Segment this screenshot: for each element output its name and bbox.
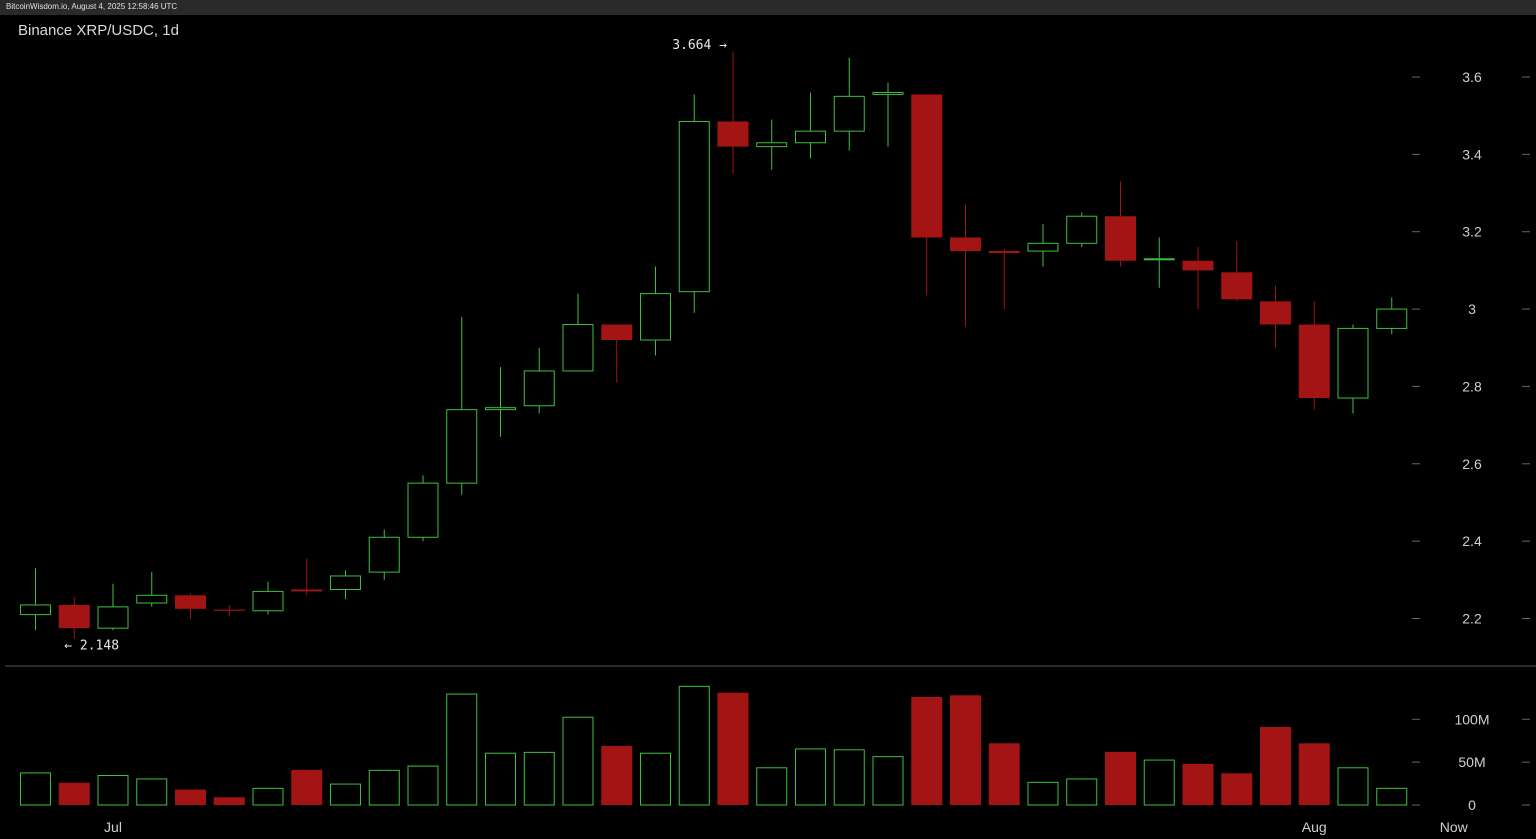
candle-body (1143, 258, 1175, 261)
volume-bar (1221, 773, 1253, 805)
volume-tick-label: 100M (1454, 711, 1489, 727)
price-annotations: 3.664 → ← 2.148 (64, 38, 727, 653)
volume-bar (678, 685, 710, 806)
candle-body (1105, 216, 1136, 261)
volume-tick-marks (1412, 718, 1530, 806)
volume-bar (1105, 751, 1136, 805)
price-tick-label: 3.4 (1462, 146, 1482, 162)
volume-bar (1066, 778, 1098, 806)
candle-body (175, 595, 206, 609)
volume-bar (446, 693, 478, 806)
price-tick-label: 2.4 (1462, 533, 1482, 549)
volume-bar (1027, 781, 1059, 806)
volume-bar (175, 789, 206, 805)
volume-bar (833, 749, 865, 806)
top-bar: BitcoinWisdom.io, August 4, 2025 12:58:4… (0, 0, 1536, 15)
volume-bar (213, 797, 245, 805)
volume-bar (1143, 759, 1175, 806)
volume-bar (717, 692, 749, 805)
volume-bar (291, 769, 323, 805)
volume-bar (950, 695, 981, 805)
volume-bar (485, 752, 516, 806)
candle-body (20, 604, 51, 616)
candle-body (58, 604, 90, 629)
candle-body (1221, 272, 1253, 300)
volume-bar (988, 743, 1020, 805)
x-axis-label: Jul (104, 819, 122, 835)
candle-body (291, 589, 323, 592)
volume-bar (252, 787, 284, 806)
candle-body (678, 120, 710, 293)
price-tick-label: 2.6 (1462, 456, 1482, 472)
volume-bar (795, 748, 826, 806)
volume-bar (407, 765, 439, 806)
volume-bar (756, 767, 788, 806)
candle-body (97, 606, 129, 629)
low-annotation: ← 2.148 (64, 639, 119, 654)
candle-body (213, 609, 245, 611)
volume-bar (1260, 727, 1291, 805)
candle-body (756, 142, 788, 148)
volume-bar (1337, 767, 1369, 806)
candle-body (795, 130, 826, 144)
candle-body (1337, 327, 1369, 399)
price-tick-label: 2.2 (1462, 611, 1482, 627)
watermark-text: BitcoinWisdom.io, August 4, 2025 12:58:4… (6, 2, 178, 11)
chart-title: Binance XRP/USDC, 1d (18, 22, 179, 39)
candle-body (562, 324, 594, 372)
volume-bars (20, 685, 1408, 806)
volume-bar (58, 782, 90, 805)
candle-body (407, 482, 439, 538)
volume-bar (1298, 743, 1330, 805)
high-annotation: 3.664 → (672, 38, 727, 53)
volume-tick-label: 0 (1468, 797, 1476, 813)
candle-body (872, 91, 904, 95)
candle-body (1182, 260, 1214, 271)
price-tick-label: 3 (1468, 301, 1476, 317)
candle-body (640, 293, 671, 341)
price-tick-label: 3.6 (1462, 69, 1482, 85)
volume-bar (330, 783, 361, 806)
price-tick-marks (1412, 76, 1530, 619)
volume-bar (368, 769, 400, 806)
candle-body (523, 370, 555, 407)
candle-body (1260, 301, 1291, 325)
candle-body (368, 536, 400, 573)
candle-body (446, 409, 478, 484)
chart-frame (0, 15, 1536, 839)
candle-body (1027, 242, 1059, 252)
volume-bar (97, 775, 129, 806)
price-tick-label: 3.2 (1462, 224, 1482, 240)
candle-body (1066, 215, 1098, 244)
volume-bar (911, 697, 943, 805)
candle-body (988, 251, 1020, 253)
axis-labels: 2.2 2.4 2.6 2.8 3 3.2 3.4 3.6 0 50M 100M Jul Aug Now (104, 69, 1489, 835)
candle-body (1376, 308, 1408, 329)
volume-bar (872, 756, 904, 806)
volume-bar (136, 778, 168, 806)
x-axis-label: Now (1440, 819, 1469, 835)
candle-body (330, 575, 361, 590)
x-axis-label: Aug (1302, 819, 1327, 835)
volume-bar (601, 745, 633, 805)
candle-body (601, 324, 633, 341)
volume-tick-label: 50M (1458, 754, 1485, 770)
volume-bar (562, 716, 594, 806)
candle-body (950, 237, 981, 252)
candle-body (833, 95, 865, 132)
candle-body (1298, 324, 1330, 399)
candle-body (717, 121, 749, 147)
price-tick-label: 2.8 (1462, 378, 1482, 394)
candles (20, 52, 1408, 639)
candle-body (485, 407, 516, 411)
candle-body (252, 590, 284, 612)
candle-body (911, 94, 943, 238)
volume-bar (1376, 787, 1408, 806)
volume-bar (1182, 763, 1214, 805)
volume-bar (640, 752, 671, 806)
candle-body (136, 594, 168, 604)
volume-bar (20, 772, 51, 806)
volume-bar (523, 751, 555, 806)
